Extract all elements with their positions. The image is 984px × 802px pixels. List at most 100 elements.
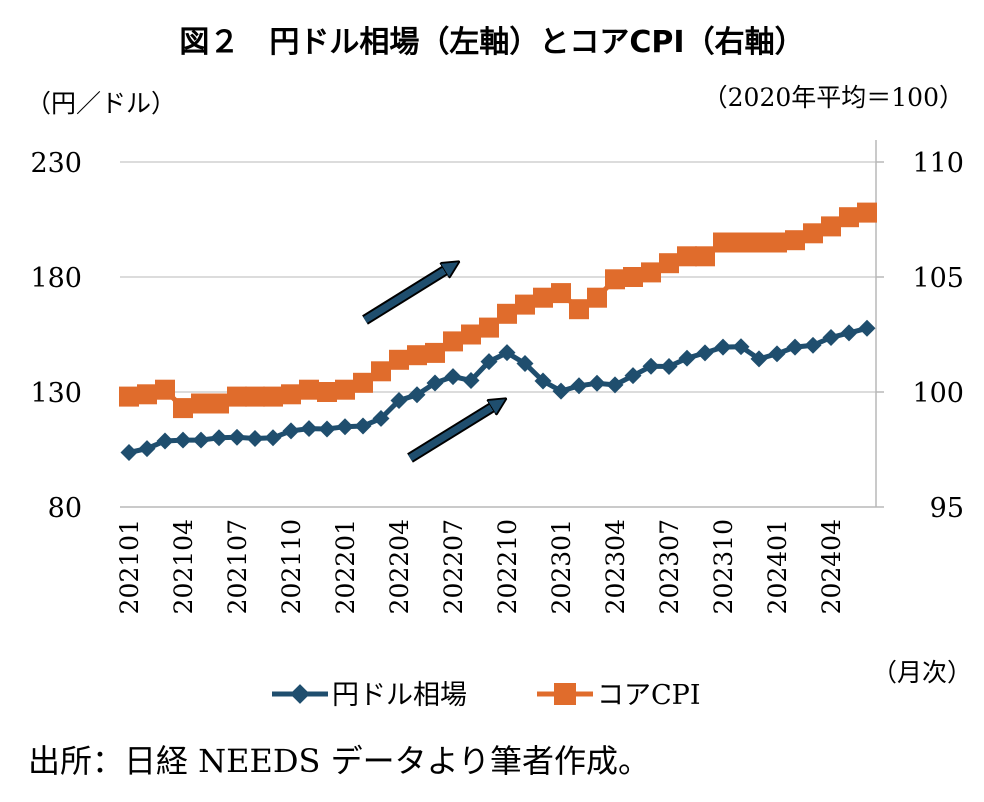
data-point	[677, 246, 697, 267]
data-point	[209, 393, 229, 414]
x-axis-unit: （月次）	[872, 658, 972, 687]
trend-arrow	[407, 403, 499, 463]
x-tick-label: 202310	[709, 519, 738, 614]
data-point	[155, 379, 175, 400]
series-layer	[119, 202, 877, 461]
data-point	[588, 374, 606, 392]
right-tick-label: 95	[930, 493, 964, 524]
source-note: 出所：日経 NEEDS データより筆者作成。	[28, 742, 650, 780]
data-point	[587, 287, 607, 308]
data-point	[372, 409, 390, 427]
left-tick-label: 130	[30, 378, 82, 409]
data-point	[641, 262, 661, 283]
left-axis-unit: （円／ドル）	[26, 89, 176, 118]
data-point	[857, 202, 877, 223]
x-tick-label: 202307	[655, 519, 684, 614]
data-point	[570, 377, 588, 395]
data-point	[119, 386, 139, 407]
data-point	[515, 294, 535, 315]
data-point	[606, 376, 624, 394]
x-tick-label: 202301	[547, 519, 576, 614]
data-point	[120, 444, 138, 461]
x-tick-label: 202104	[169, 519, 198, 614]
data-point	[137, 384, 157, 405]
data-point	[192, 431, 210, 449]
x-tick-label: 202304	[601, 519, 630, 614]
data-point	[425, 342, 445, 363]
data-point	[516, 354, 534, 372]
data-point	[173, 398, 193, 419]
right-tick-label: 105	[912, 263, 964, 294]
data-point	[335, 379, 355, 400]
data-point	[497, 303, 517, 324]
right-axis-unit: （2020年平均＝100）	[703, 83, 964, 112]
x-tick-label: 202204	[385, 519, 414, 614]
data-point	[354, 417, 372, 435]
data-point	[732, 338, 750, 356]
data-point	[336, 418, 354, 436]
data-point	[804, 336, 822, 354]
data-point	[551, 283, 571, 304]
x-axis-ticks: 202101 202104 202107 202110 202201 202204 2022…	[115, 519, 846, 614]
left-axis-ticks: 80 130 180 230	[30, 148, 82, 524]
x-tick-label: 202101	[115, 519, 144, 614]
legend-label: 円ドル相場	[332, 680, 467, 711]
data-point	[246, 429, 264, 447]
data-point	[749, 232, 769, 253]
right-tick-label: 110	[912, 148, 964, 179]
data-point	[678, 349, 696, 367]
data-point	[479, 317, 499, 338]
left-tick-label: 230	[30, 148, 82, 179]
x-tick-label: 202201	[331, 519, 360, 614]
data-point	[282, 422, 300, 440]
data-point	[371, 361, 391, 382]
x-tick-label: 202404	[817, 519, 846, 614]
data-point	[767, 232, 787, 253]
data-point	[444, 368, 462, 386]
legend-item: 円ドル相場	[272, 680, 467, 711]
data-point	[623, 267, 643, 287]
data-point	[389, 349, 409, 370]
data-point	[821, 216, 841, 237]
data-point	[660, 357, 678, 375]
data-point	[264, 429, 282, 447]
right-tick-label: 100	[912, 378, 964, 409]
legend: 円ドル相場 コアCPI	[272, 680, 701, 711]
x-tick-label: 202110	[277, 519, 306, 614]
data-point	[228, 428, 246, 446]
data-point	[786, 338, 804, 356]
data-point	[498, 344, 516, 362]
data-point	[642, 357, 660, 375]
data-point	[533, 287, 553, 308]
x-tick-label: 202207	[439, 519, 468, 614]
data-point	[318, 420, 336, 438]
data-point	[822, 329, 840, 346]
data-point	[210, 429, 228, 447]
data-point	[840, 324, 858, 342]
series-usdjpy	[120, 319, 876, 461]
data-point	[462, 372, 480, 389]
data-point	[138, 440, 156, 458]
legend-marker	[290, 684, 310, 704]
data-point	[839, 207, 859, 228]
legend-marker	[554, 683, 576, 705]
data-point	[227, 386, 247, 407]
data-point	[408, 386, 426, 404]
left-tick-label: 180	[30, 263, 82, 294]
chart-title: 図２ 円ドル相場（左軸）とコアCPI（右軸）	[179, 25, 804, 60]
data-point	[407, 345, 427, 366]
data-point	[174, 431, 192, 449]
legend-item: コアCPI	[537, 680, 701, 711]
data-point	[426, 374, 444, 392]
trend-arrow	[362, 266, 452, 325]
data-point	[245, 386, 265, 407]
data-point	[461, 324, 481, 345]
data-point	[299, 379, 319, 400]
data-point	[156, 432, 174, 450]
data-point	[803, 223, 823, 244]
data-point	[552, 382, 570, 400]
data-point	[713, 232, 733, 253]
data-point	[768, 345, 786, 363]
data-point	[300, 420, 318, 438]
